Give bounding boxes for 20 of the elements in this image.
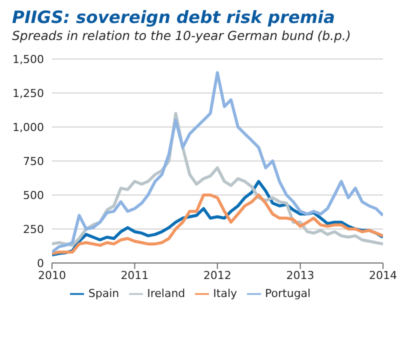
y-tick-label: 1,500 [12,52,44,66]
legend-label: Ireland [147,287,186,300]
y-tick-label: 1,000 [12,120,44,134]
y-tick-label: 0 [37,256,44,270]
x-tick-label: 2013 [286,268,314,282]
y-tick-label: 250 [23,222,44,236]
line-series [52,194,383,255]
legend-label: Italy [213,287,238,300]
y-tick-label: 1,250 [12,86,44,100]
line-series [52,71,383,254]
chart-title: PIIGS: sovereign debt risk premia [12,8,336,28]
legend-label: Portugal [265,287,311,300]
legend-label: Spain [88,287,120,300]
y-tick-label: 500 [23,188,44,202]
x-tick-label: 2011 [120,268,149,282]
x-tick-label: 2010 [38,268,66,282]
x-tick-label: 2014 [369,268,397,282]
chart-subtitle: Spreads in relation to the 10-year German bund (b.p.) [12,28,352,43]
x-tick-label: 2012 [203,268,232,282]
y-tick-label: 750 [23,154,44,168]
